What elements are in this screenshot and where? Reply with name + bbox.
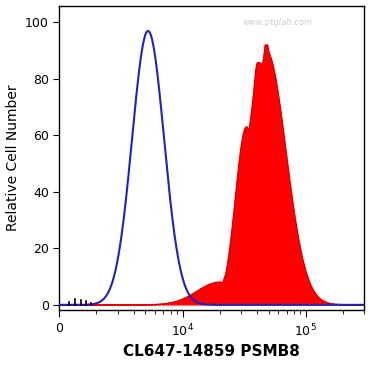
Text: www.ptglab.com: www.ptglab.com	[242, 18, 313, 27]
Y-axis label: Relative Cell Number: Relative Cell Number	[6, 85, 20, 231]
X-axis label: CL647-14859 PSMB8: CL647-14859 PSMB8	[124, 345, 300, 360]
